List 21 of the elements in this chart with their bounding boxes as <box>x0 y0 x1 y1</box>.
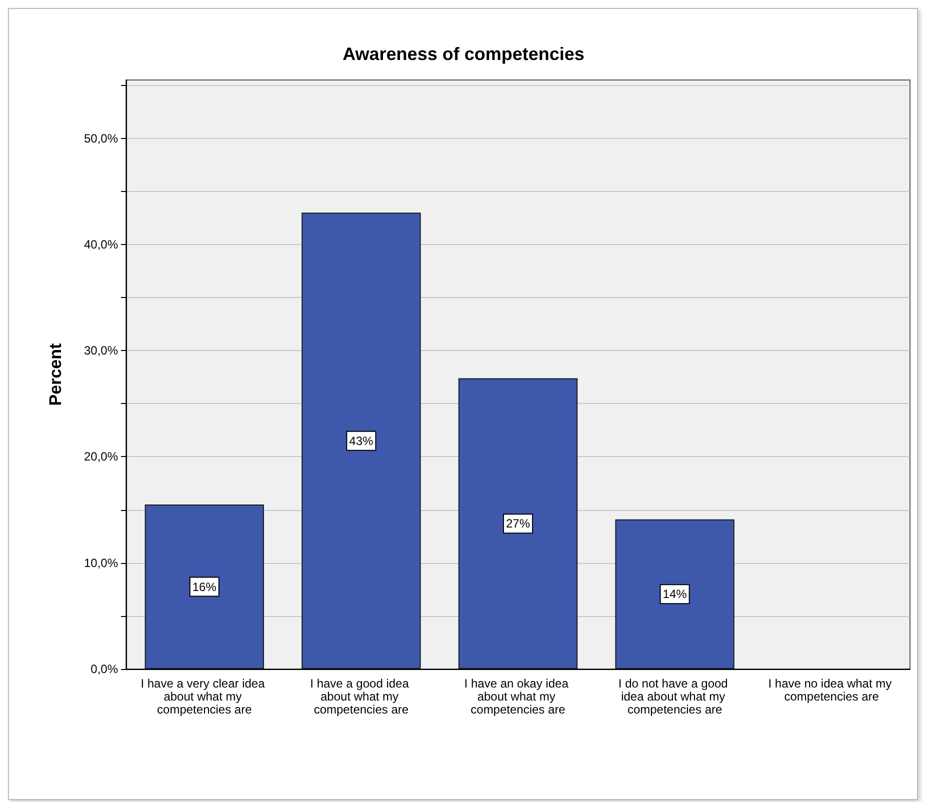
y-tick-label: 30,0% <box>84 344 118 358</box>
x-tick-label: I have a very clear idea about what my competencies are <box>140 676 268 716</box>
bar <box>144 504 264 669</box>
y-tick-label: 40,0% <box>84 237 118 252</box>
y-tick-label: 0,0% <box>90 662 118 676</box>
bar <box>458 378 578 669</box>
bar <box>302 212 421 669</box>
data-label: 43% <box>349 434 374 448</box>
data-label: 27% <box>506 516 530 531</box>
x-tick-label: I have a good idea about what my competencies are <box>310 676 412 716</box>
y-axis-title: Percent <box>46 342 65 406</box>
x-tick-label: I have no idea what my competencies are <box>768 676 895 704</box>
data-label: 16% <box>192 580 217 594</box>
y-tick-label: 10,0% <box>84 556 118 570</box>
y-tick-label: 20,0% <box>84 450 118 464</box>
data-label: 14% <box>662 587 688 602</box>
x-tick-label: I have an okay idea about what my competencies are <box>464 676 572 716</box>
y-tick-label: 50,0% <box>84 131 118 146</box>
bar <box>615 519 734 669</box>
x-tick-label: I do not have a good idea about what my competencies are <box>618 676 732 716</box>
chart-title: Awareness of competencies <box>342 44 584 64</box>
